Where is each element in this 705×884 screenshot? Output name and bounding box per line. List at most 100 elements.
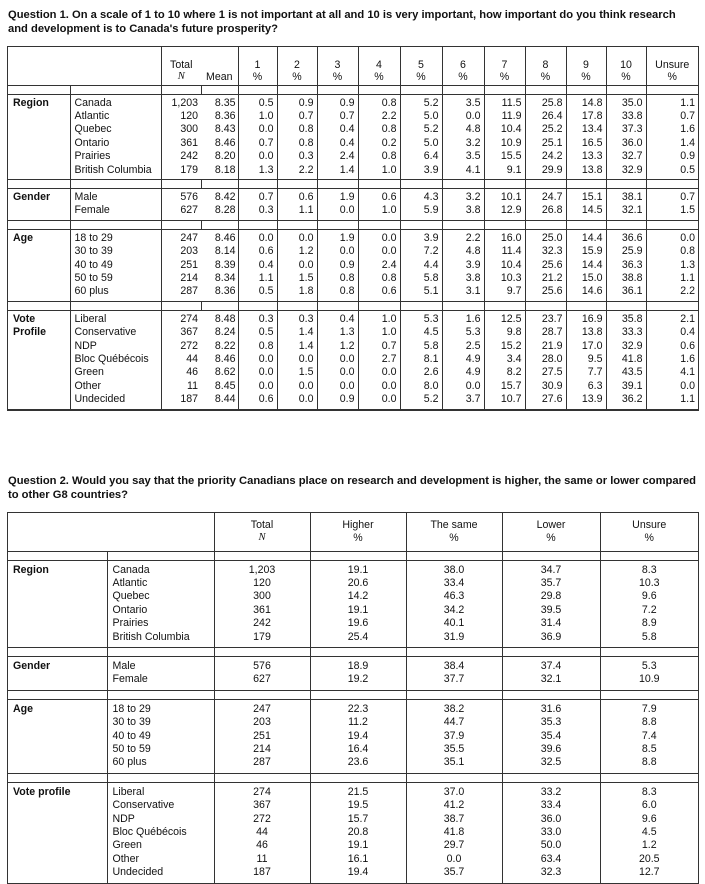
data-column-cell: 8.3 6.0 9.6 4.5 1.2 20.5 12.7 [599,782,698,884]
table-cell-value: 0.0 [258,123,274,136]
data-column-cell: 21.5 19.5 15.7 20.8 19.1 16.1 19.4 [309,782,406,884]
table-cell-value: 0.9 [680,150,695,163]
table-cell-value: 8.14 [214,245,236,258]
table-cell-value: 43.5 [621,366,643,379]
table-cell-value: 0.6 [680,339,695,352]
column-header: 2% [276,47,317,86]
column-header: Unsure% [599,513,698,552]
data-column-cell: 0.3 1.4 1.4 0.0 1.5 0.0 0.0 [276,310,317,410]
table-cell-value: 40.1 [443,617,465,630]
table-cell-value: 1.4 [339,163,355,176]
row-label: 30 to 39 [112,716,151,729]
row-label: Quebec [74,123,112,136]
column-header: 3% [316,47,358,86]
data-column-cell: 7.9 8.8 7.4 8.5 8.8 [599,699,698,774]
column-header-label: Higher [342,519,374,532]
data-column-cell: 33.2 33.4 36.0 33.0 50.0 63.4 32.3 [501,782,600,884]
table-cell-value: 274 [253,785,271,798]
table-cell-value: 3.8 [465,271,481,284]
row-category-label: Region [8,94,70,180]
data-column-cell: 1,203 120 300 361 242 179 [213,560,310,648]
column-header-unit: N [177,71,185,82]
column-header-unit: % [353,531,363,544]
table-cell-value: 274 [180,312,198,325]
table-cell-value: 2.2 [381,109,397,122]
column-header-label: 4 [376,58,382,71]
row-label: Liberal [112,785,145,798]
row-category-label: Gender [8,188,70,221]
table-cell-value: 8.46 [214,231,236,244]
table-cell-value: 3.1 [465,285,481,298]
table-cell-value: 32.7 [621,150,643,163]
table-cell-value: 1.5 [680,204,695,217]
table-cell-value: 21.9 [541,339,563,352]
table-cell-value: 179 [253,630,271,643]
column-header-unit: % [449,531,459,544]
data-column-cell: 1.9 0.0 [316,188,358,221]
row-label: Liberal [74,312,107,325]
table-cell-value: 31.6 [540,702,562,715]
table-cell-value: 44 [256,826,268,838]
data-column-cell: 37.0 41.2 38.7 41.8 29.7 0.0 35.7 [405,782,502,884]
table-cell-value: 25.9 [621,245,643,258]
table-cell-value: 38.0 [443,563,465,576]
table-cell-value: 19.1 [347,563,369,576]
table-cell-value: 1,203 [171,96,198,109]
column-header-unit: % [458,71,468,83]
table-cell-value: 0.4 [339,312,355,325]
table-cell-value: 0.0 [339,353,355,365]
row-label: 50 to 59 [74,271,113,284]
table-cell-value: 2.5 [465,339,481,352]
table-cell-value: 1.9 [339,190,355,203]
table-cell-value: 576 [253,659,271,672]
table-cell-value: 5.3 [465,326,481,339]
table-cell-value: 25.0 [541,231,563,244]
table-cell-value: 0.8 [258,339,274,352]
table-cell-value: 5.8 [423,339,439,352]
table-cell-value: 8.39 [214,258,236,271]
table-cell-value: 8.43 [214,123,236,136]
table-cell-value: 247 [180,231,198,244]
table-cell-value: 247 [253,702,271,715]
data-column-cell: 1.9 0.0 0.9 0.8 0.8 [316,229,358,302]
table-cell-value: 0.7 [680,190,695,203]
row-label: Atlantic [74,109,110,122]
table-cell-value: 20.8 [347,826,369,838]
table-cell-value: 0.7 [339,109,355,122]
column-header-unit: % [374,71,384,83]
table-header-row: Total N Mean 1% 2% 3% 4% 5% 6% 7% 8% 9% 10% Unsure% [8,47,698,86]
table-cell-value: 23.6 [347,756,369,769]
data-column-cell: 38.4 37.7 [405,656,502,691]
table-cell-value: 3.5 [465,150,481,163]
data-column-cell: 11.5 11.9 10.4 10.9 15.5 9.1 [483,94,525,180]
data-column-cell: 22.3 11.2 19.4 16.4 23.6 [309,699,406,774]
table-cell-value: 5.2 [423,123,439,136]
column-header: Unsure% [645,47,698,86]
table-cell-value: 8.34 [214,271,236,284]
row-label: Other [74,379,102,392]
column-header-unit: % [546,531,556,544]
table-cell-value: 38.8 [621,271,643,284]
column-header-unit: % [252,71,263,83]
table-cell-value: 1.9 [339,231,355,244]
table-cell-value: 18.9 [347,659,369,672]
table-cell-value: 37.7 [443,673,465,686]
table-cell-value: 0.7 [258,136,274,149]
table-cell-value: 0.0 [258,353,274,365]
table-cell-value: 41.2 [443,799,465,812]
data-column-cell: 4.3 5.9 [399,188,442,221]
row-label: Atlantic [112,576,148,589]
question-2-table: Total N Higher% The same% Lower% Unsure% Regi… [7,512,699,884]
data-column-cell: 3.2 3.8 [441,188,484,221]
table-cell-value: 0.0 [298,353,314,365]
table-cell-value: 17.0 [581,339,603,352]
table-cell-value: 0.9 [298,96,314,109]
table-cell-value: 37.9 [443,729,465,742]
table-cell-value: 38.4 [443,659,465,672]
row-category-label: Gender [8,656,107,691]
group-spacer [8,647,698,657]
data-column-cell: 5.3 10.9 [599,656,698,691]
group-spacer [8,220,698,230]
table-cell-value: 0.5 [680,163,695,176]
table-cell-value: 8.8 [641,756,657,769]
